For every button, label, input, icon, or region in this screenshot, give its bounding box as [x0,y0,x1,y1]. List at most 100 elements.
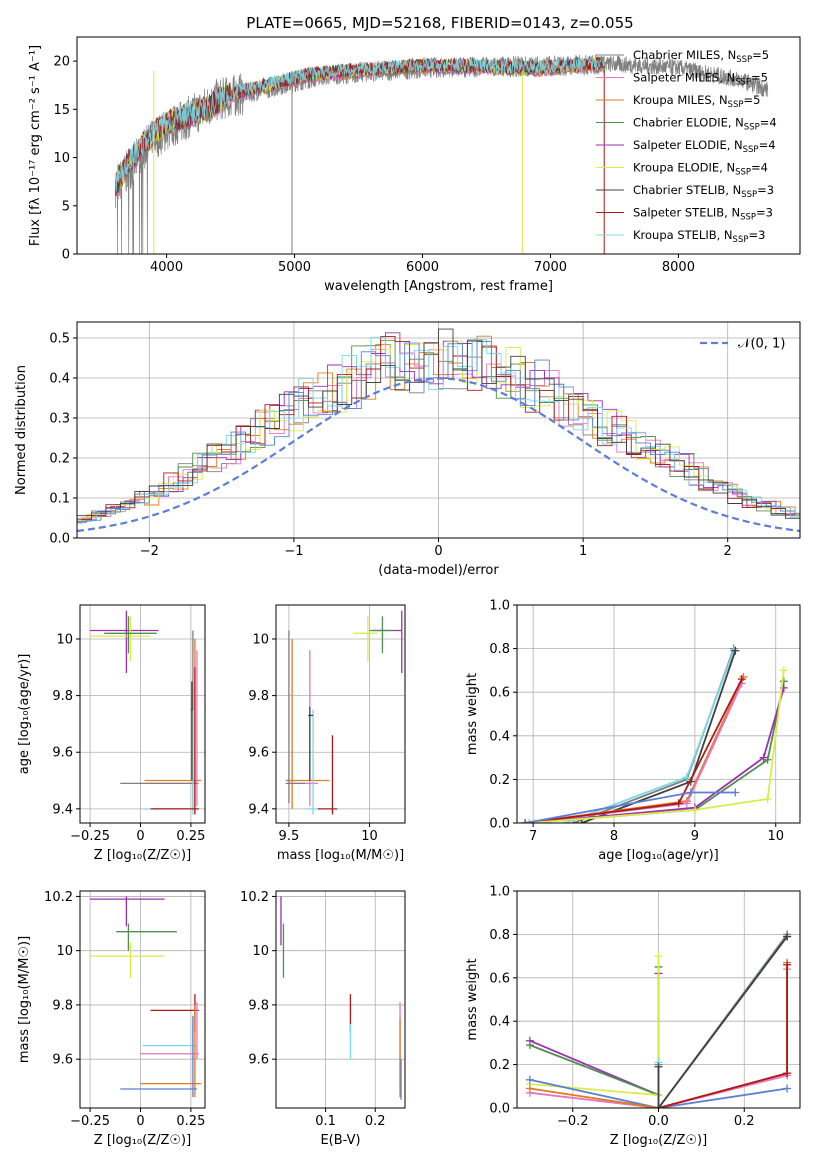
weight-line-salpeter-elodie [530,974,659,1096]
x-axis-label: wavelength [Angstrom, rest frame] [324,279,553,294]
weight-marker [780,666,788,674]
y-tick-label: 0.4 [49,372,70,387]
y-axis-label: mass [log₁₀(M/M☉)] [17,936,32,1063]
errorbar-point [151,994,199,1032]
y-axis-label: Flux [fλ 10⁻¹⁷ erg cm⁻² s⁻¹ A⁻¹] [28,45,43,246]
errorbar-point [90,943,165,978]
x-tick-label: 0.25 [176,1114,205,1129]
weight-line-salpeter-miles [525,684,742,824]
y-tick-label: 9.8 [248,689,269,704]
figure-title: PLATE=0665, MJD=52168, FIBERID=0143, z=0… [246,14,633,32]
errorbar-point [308,707,313,781]
legend-label: Kroupa MILES, NSSP=5 [633,93,760,110]
x-axis-label: Z [log₁₀(Z/Z☉)] [94,848,191,863]
y-tick-label: 0.3 [49,412,70,427]
y-tick-label: 9.4 [248,802,269,817]
y-tick-label: 9.6 [248,1053,269,1068]
errorbar-point [370,616,394,653]
errorbar-point [286,630,305,803]
errorbar-point [116,924,176,951]
x-tick-label: 1 [579,544,587,559]
y-tick-label: 10 [56,944,73,959]
x-tick-label: 9 [691,829,699,844]
legend-label: Kroupa STELIB, NSSP=3 [633,228,765,245]
y-tick-label: 10 [252,944,269,959]
x-tick-label: 7 [529,829,537,844]
weight-marker [675,799,683,807]
x-tick-label: 8 [610,829,618,844]
errorbar-point [140,1005,200,1097]
axes-frame [80,605,205,823]
weight-marker [731,788,739,796]
y-tick-label: 9.4 [52,802,73,817]
legend-label: Chabrier ELODIE, NSSP=4 [633,116,777,133]
x-axis-label: (data-model)/error [378,563,499,578]
y-tick-label: 9.8 [52,998,73,1013]
y-tick-label: 0.2 [489,773,510,788]
y-tick-label: 0.4 [489,729,510,744]
y-axis-label: Normed distribution [14,365,29,495]
x-tick-label: 0.0 [648,1114,669,1129]
x-axis-label: mass [log₁₀(M/M☉)] [277,848,404,863]
legend-label: 𝒩(0, 1) [738,337,785,352]
y-tick-label: 10 [53,151,70,166]
histogram-series [5,340,819,532]
x-tick-label: −1 [284,544,303,559]
legend-label: Salpeter MILES, NSSP=5 [633,71,768,88]
x-tick-label: 0 [136,829,144,844]
plot-area [517,605,800,827]
errorbar-point [305,710,321,815]
x-axis-label: E(B-V) [320,1133,360,1148]
panel-age-vs-mass: 9.5 10 9.4 9.6 9.8 10 mass [log₁₀(M/M☉)] [248,605,405,863]
y-tick-label: 0.8 [489,928,510,943]
legend-label: Kroupa ELODIE, NSSP=4 [633,161,768,178]
axes-frame [276,605,405,823]
weight-line-kroupa-elodie [529,670,784,823]
y-tick-label: 0.0 [489,817,510,832]
x-tick-label: 6000 [406,260,439,275]
y-tick-label: 1.0 [489,599,510,614]
x-axis-label: Z [log₁₀(Z/Z☉)] [94,1133,191,1148]
x-tick-label: 10 [361,829,378,844]
x-tick-label: 4000 [150,260,183,275]
x-tick-label: 2 [724,544,732,559]
legend-label: Salpeter STELIB, NSSP=3 [633,206,773,223]
y-tick-label: 0.8 [489,642,510,657]
y-tick-label: 10 [252,632,269,647]
plot-area [5,322,819,538]
errorbar-point [120,1016,197,1097]
errorbar-point [90,896,165,926]
x-tick-label: 0.25 [176,829,205,844]
y-tick-label: 10.2 [240,890,269,905]
x-tick-label: 9.5 [279,829,300,844]
x-tick-label: −0.2 [557,1114,589,1129]
x-tick-label: 7000 [534,260,567,275]
y-axis-label: mass weight [465,673,480,755]
errorbar-point [143,1018,197,1059]
plot-area [80,605,205,823]
x-tick-label: −0.25 [70,1114,110,1129]
y-tick-label: 0 [62,248,70,263]
series-line-observed [115,55,768,254]
errorbar-point [90,611,159,673]
y-tick-label: 0.6 [489,971,510,986]
y-tick-label: 0.0 [489,1102,510,1117]
legend-label: Salpeter ELODIE, NSSP=4 [633,138,776,155]
y-tick-label: 9.8 [248,998,269,1013]
y-tick-label: 9.6 [248,746,269,761]
x-tick-label: 10 [767,829,784,844]
x-axis-label: age [log₁₀(age/yr)] [598,848,719,863]
y-tick-label: 9.6 [52,746,73,761]
plot-area [80,891,205,1108]
y-tick-label: 20 [53,55,70,70]
y-tick-label: 0.1 [49,492,70,507]
